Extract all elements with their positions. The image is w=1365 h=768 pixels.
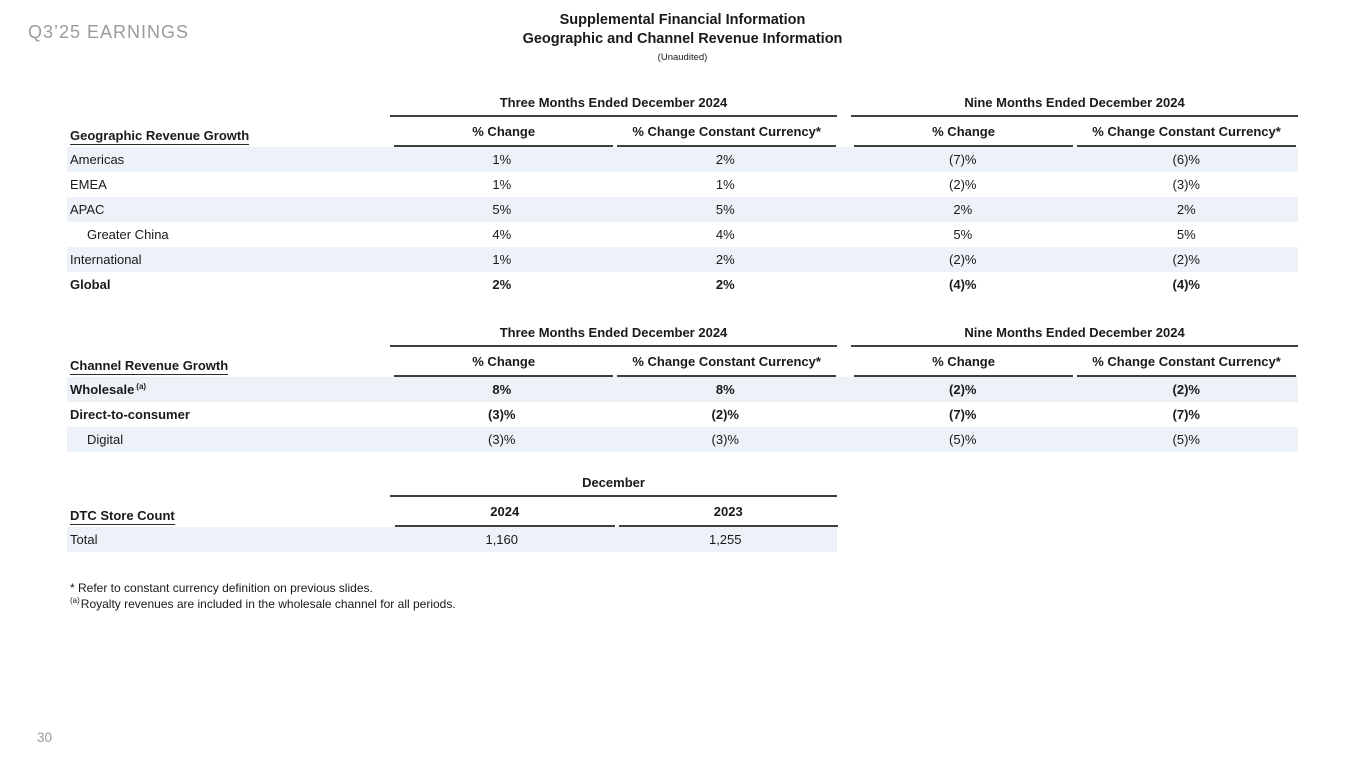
col-pct-change-cc: % Change Constant Currency* <box>1077 124 1296 147</box>
row-label: Global <box>70 277 111 292</box>
period-header-row: December <box>67 475 1298 497</box>
cell-value: (5)% <box>949 432 977 447</box>
nine-months-header: Nine Months Ended December 2024 <box>851 325 1298 347</box>
row-label: Americas <box>70 152 125 167</box>
table-row-greater-china: Greater China 4% 4% 5% 5% <box>67 222 1298 247</box>
column-header-row: Channel Revenue Growth % Change % Change… <box>67 347 1298 377</box>
footnotes: * Refer to constant currency definition … <box>70 581 456 612</box>
period-header-row: Three Months Ended December 2024 Nine Mo… <box>67 95 1298 117</box>
cell-value: 1% <box>492 152 512 167</box>
cell-value: 8% <box>715 382 735 397</box>
footnote-constant-currency: * Refer to constant currency definition … <box>70 581 373 595</box>
cell-value: 1,255 <box>708 532 742 547</box>
three-months-header: Three Months Ended December 2024 <box>390 325 837 347</box>
column-header-row: DTC Store Count 2024 2023 <box>67 497 1298 527</box>
section-label-dtc-store-count: DTC Store Count <box>70 508 175 525</box>
slide-subtitle: Geographic and Channel Revenue Informati… <box>522 31 843 47</box>
december-header: December <box>390 475 837 497</box>
nine-months-header: Nine Months Ended December 2024 <box>851 95 1298 117</box>
cell-value: 5% <box>492 202 512 217</box>
table-row-americas: Americas 1% 2% (7)% (6)% <box>67 147 1298 172</box>
table-row-emea: EMEA 1% 1% (2)% (3)% <box>67 172 1298 197</box>
cell-value: 2% <box>715 152 735 167</box>
cell-value: (2)% <box>949 382 977 397</box>
cell-value: 2% <box>953 202 973 217</box>
geographic-revenue-table: Three Months Ended December 2024 Nine Mo… <box>67 95 1298 297</box>
cell-value: (2)% <box>1172 252 1200 267</box>
table-row-direct-to-consumer: Direct-to-consumer (3)% (2)% (7)% (7)% <box>67 402 1298 427</box>
row-label: Greater China <box>87 227 169 242</box>
title-block: Supplemental Financial Information Geogr… <box>0 11 1365 63</box>
cell-value: 2% <box>1176 202 1196 217</box>
row-label: EMEA <box>70 177 107 192</box>
row-label: International <box>70 252 142 267</box>
cell-value: 8% <box>492 382 512 397</box>
table-row-international: International 1% 2% (2)% (2)% <box>67 247 1298 272</box>
cell-value: 2% <box>715 277 735 292</box>
cell-value: (3)% <box>488 432 516 447</box>
col-pct-change: % Change <box>394 354 614 377</box>
cell-value: 5% <box>1176 227 1196 242</box>
row-label: Digital <box>87 432 124 447</box>
table-row-total: Total 1,160 1,255 <box>67 527 837 552</box>
cell-value: (5)% <box>1172 432 1200 447</box>
table-row-global: Global 2% 2% (4)% (4)% <box>67 272 1298 297</box>
cell-value: (2)% <box>949 252 977 267</box>
row-label: Wholesale (a) <box>70 381 147 397</box>
eyebrow-label: Q3’25 EARNINGS <box>28 22 190 42</box>
cell-value: 2% <box>492 277 512 292</box>
cell-value: 5% <box>715 202 735 217</box>
channel-revenue-table: Three Months Ended December 2024 Nine Mo… <box>67 325 1298 452</box>
cell-value: 4% <box>715 227 735 242</box>
period-header-row: Three Months Ended December 2024 Nine Mo… <box>67 325 1298 347</box>
col-pct-change: % Change <box>854 354 1074 377</box>
col-pct-change: % Change <box>854 124 1074 147</box>
dtc-store-count-table: December DTC Store Count 2024 2023 Total… <box>67 475 1298 552</box>
section-label-geographic: Geographic Revenue Growth <box>70 128 250 145</box>
cell-value: 1% <box>492 252 512 267</box>
slide-title: Supplemental Financial Information <box>559 12 806 28</box>
cell-value: (2)% <box>1172 382 1200 397</box>
row-label: Total <box>70 532 98 547</box>
cell-value: (3)% <box>711 432 739 447</box>
table-row-apac: APAC 5% 5% 2% 2% <box>67 197 1298 222</box>
section-label-channel: Channel Revenue Growth <box>70 358 229 375</box>
footnote-royalty: (a)Royalty revenues are included in the … <box>70 595 456 611</box>
cell-value: (3)% <box>488 407 516 422</box>
col-pct-change-cc: % Change Constant Currency* <box>617 354 837 377</box>
cell-value: 1% <box>492 177 512 192</box>
column-header-row: Geographic Revenue Growth % Change % Cha… <box>67 117 1298 147</box>
table-row-wholesale: Wholesale (a) 8% 8% (2)% (2)% <box>67 377 1298 402</box>
cell-value: (2)% <box>949 177 977 192</box>
footnote-marker-a: (a) <box>136 381 147 391</box>
cell-value: 1,160 <box>485 532 519 547</box>
table-row-digital: Digital (3)% (3)% (5)% (5)% <box>67 427 1298 452</box>
cell-value: (7)% <box>949 407 977 422</box>
cell-value: (4)% <box>949 277 977 292</box>
footnote-marker-a: (a) <box>70 595 80 605</box>
three-months-header: Three Months Ended December 2024 <box>390 95 837 117</box>
col-year-2023: 2023 <box>618 504 838 527</box>
unaudited-note: (Unaudited) <box>657 52 708 63</box>
cell-value: (4)% <box>1172 277 1200 292</box>
cell-value: (2)% <box>711 407 739 422</box>
row-label: APAC <box>70 202 105 217</box>
cell-value: 4% <box>492 227 512 242</box>
cell-value: (7)% <box>949 152 977 167</box>
col-pct-change-cc: % Change Constant Currency* <box>617 124 837 147</box>
col-year-2024: 2024 <box>395 504 615 527</box>
page-number: 30 <box>37 730 53 745</box>
cell-value: 1% <box>715 177 735 192</box>
row-label: Direct-to-consumer <box>70 407 190 422</box>
cell-value: (6)% <box>1172 152 1200 167</box>
cell-value: (7)% <box>1172 407 1200 422</box>
col-pct-change: % Change <box>394 124 614 147</box>
cell-value: 2% <box>715 252 735 267</box>
cell-value: (3)% <box>1172 177 1200 192</box>
cell-value: 5% <box>953 227 973 242</box>
col-pct-change-cc: % Change Constant Currency* <box>1077 354 1296 377</box>
